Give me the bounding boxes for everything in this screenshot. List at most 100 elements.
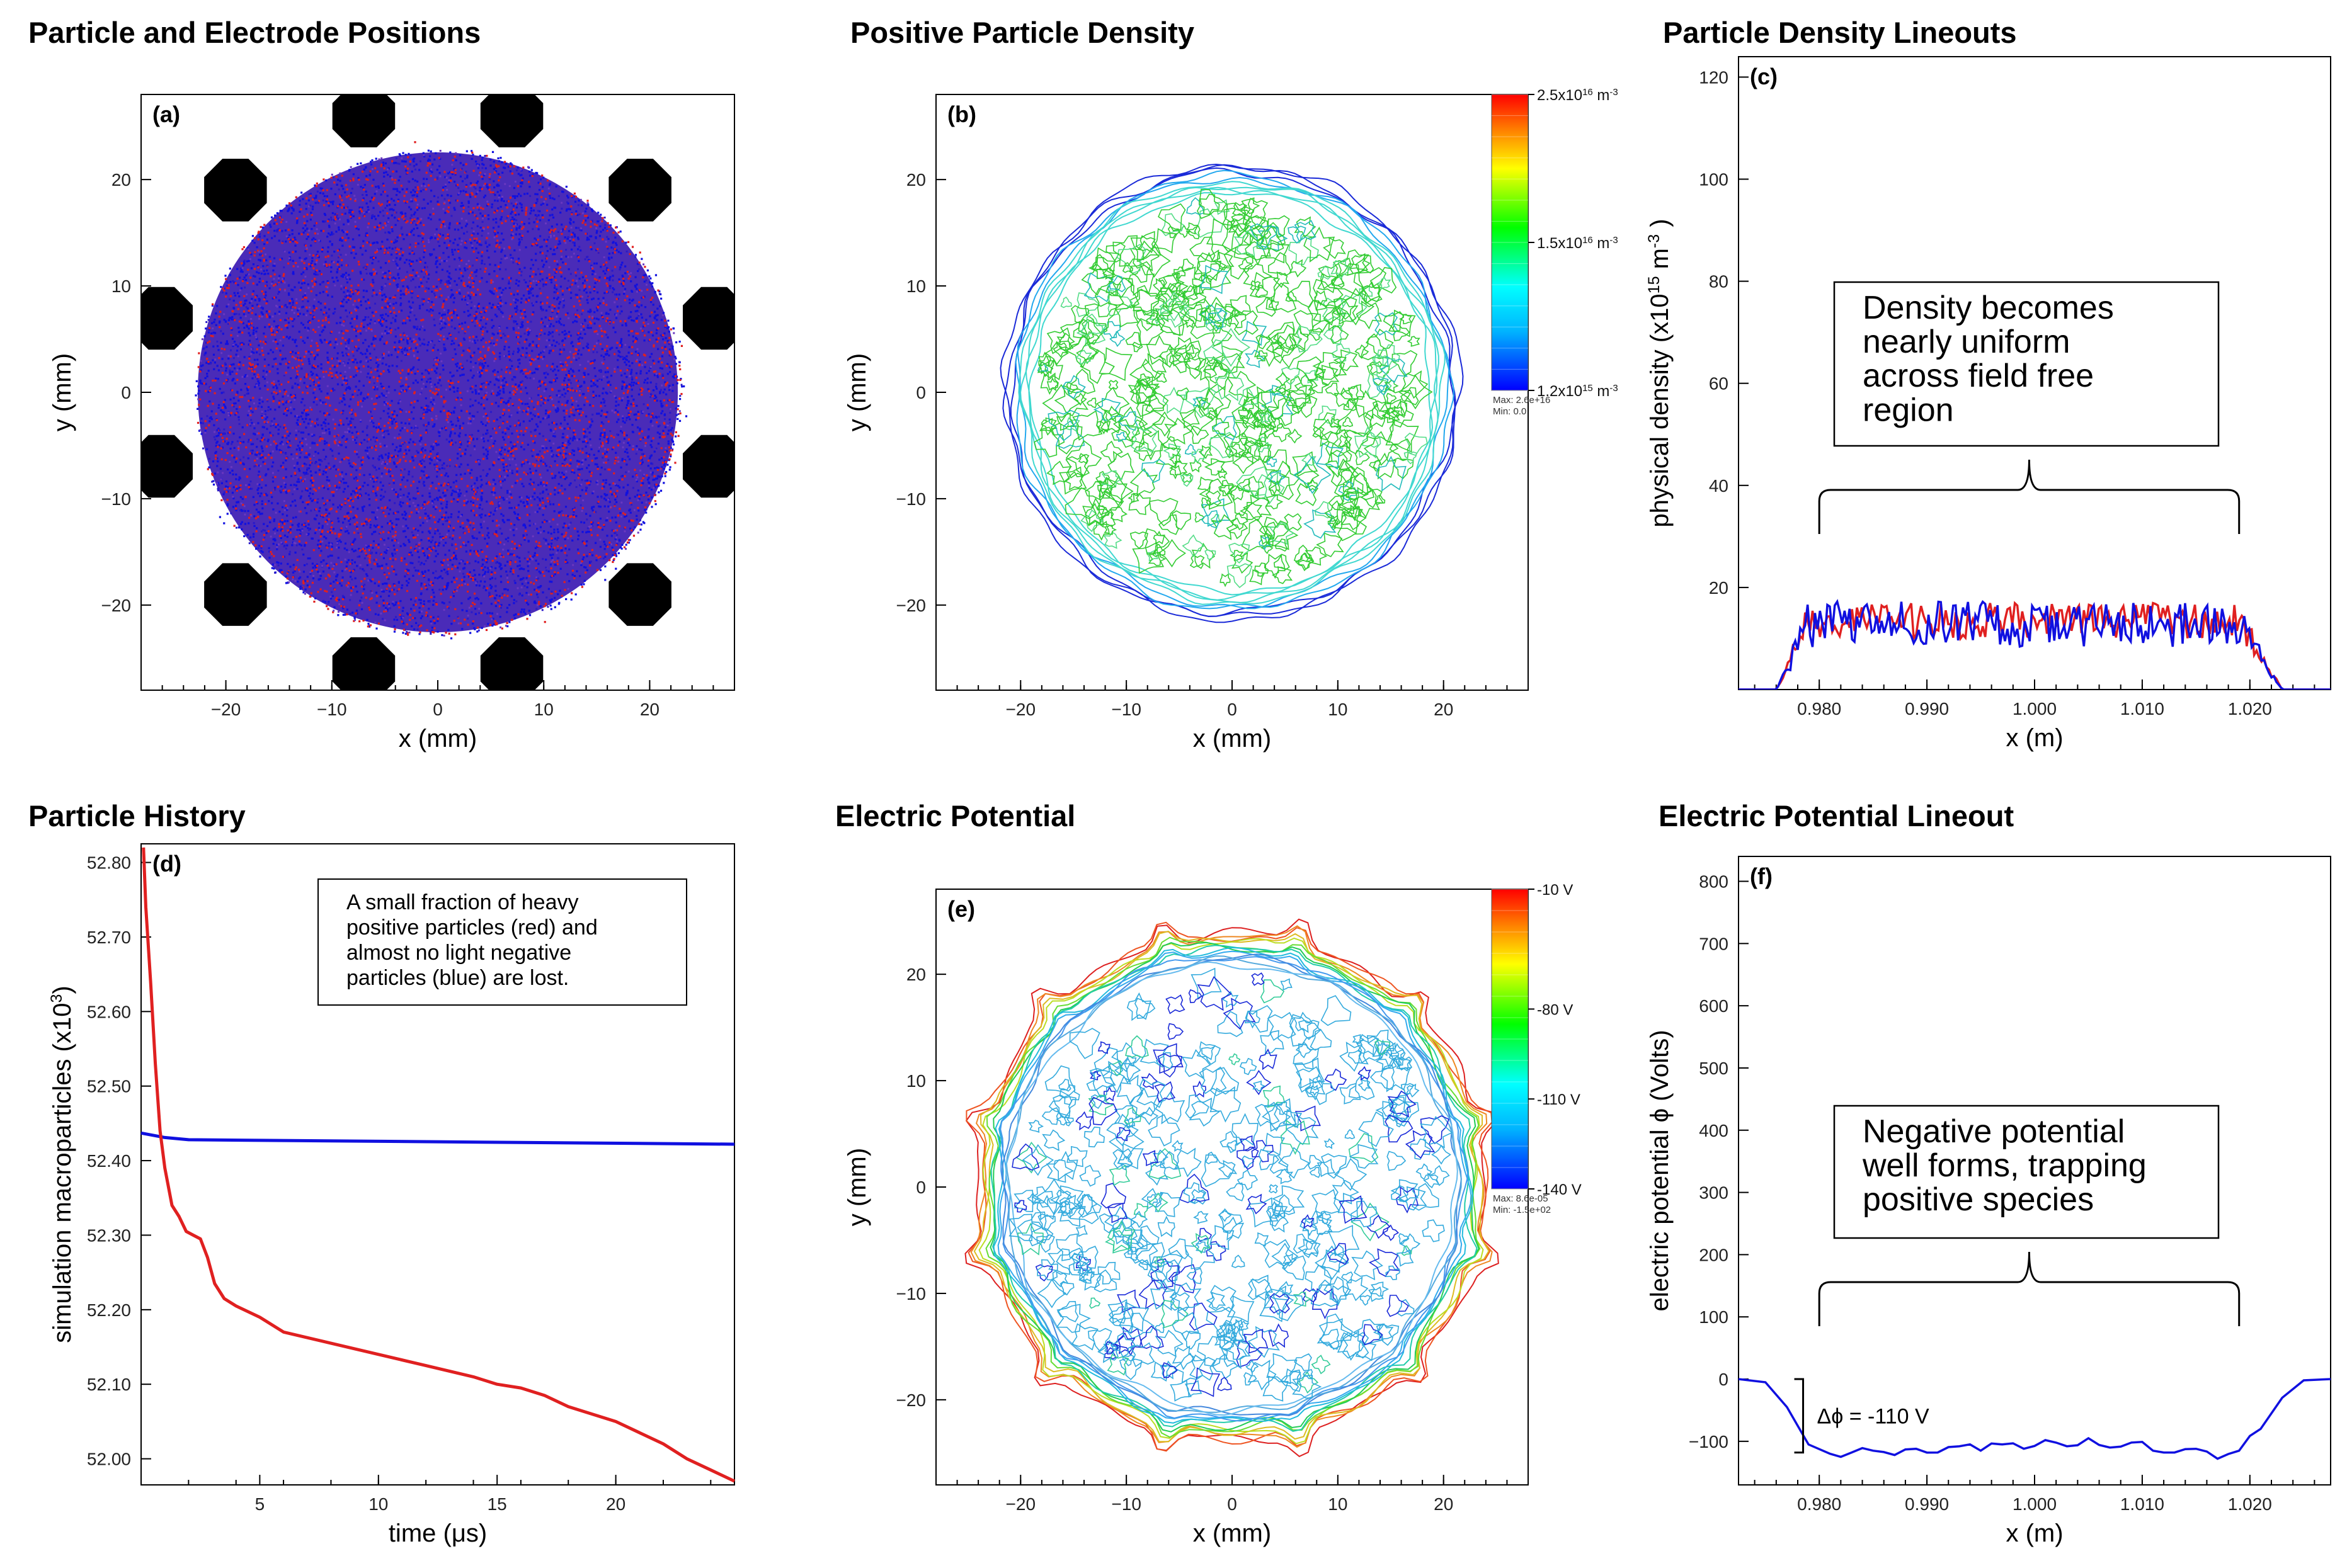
particle-point — [479, 373, 482, 376]
particle-point — [380, 454, 383, 457]
particle-point — [262, 370, 265, 372]
particle-point — [375, 186, 377, 188]
particle-point — [631, 290, 634, 293]
particle-point — [576, 248, 580, 251]
particle-point — [660, 400, 662, 402]
particle-point — [489, 263, 491, 266]
particle-point — [348, 340, 350, 343]
particle-point — [607, 440, 610, 442]
particle-point — [239, 523, 243, 525]
particle-point — [231, 491, 234, 494]
particle-point — [264, 474, 267, 477]
particle-point — [256, 489, 259, 491]
particle-point — [364, 300, 367, 303]
particle-point — [598, 276, 601, 279]
particle-point — [481, 255, 483, 258]
particle-point — [414, 569, 417, 572]
particle-point — [500, 604, 503, 606]
particle-point — [299, 200, 301, 202]
particle-point — [404, 261, 406, 264]
particle-point — [519, 174, 522, 177]
particle-point — [436, 168, 438, 171]
particle-point — [397, 219, 399, 222]
particle-point — [346, 561, 348, 564]
particle-point — [472, 537, 474, 539]
particle-point — [461, 322, 464, 325]
particle-point — [317, 526, 321, 530]
particle-point — [544, 332, 546, 335]
particle-point — [636, 382, 639, 385]
particle-point — [428, 300, 430, 302]
particle-point — [335, 485, 338, 487]
particle-point — [596, 412, 598, 415]
particle-point — [331, 387, 334, 390]
particle-point — [428, 579, 430, 581]
particle-point — [641, 501, 643, 504]
particle-point — [412, 574, 414, 577]
particle-point — [540, 585, 542, 588]
particle-point — [307, 328, 310, 331]
particle-point — [563, 333, 566, 336]
particle-point — [371, 477, 374, 480]
particle-point — [545, 409, 547, 412]
particle-point — [214, 361, 216, 364]
particle-point — [237, 283, 239, 287]
particle-point — [420, 460, 422, 463]
particle-point — [408, 492, 410, 495]
particle-point — [258, 382, 260, 384]
particle-point — [433, 383, 437, 386]
particle-point — [477, 180, 479, 183]
particle-point — [484, 167, 487, 169]
particle-point — [500, 564, 502, 566]
particle-point — [297, 478, 300, 480]
particle-point — [375, 157, 377, 160]
particle-point — [406, 579, 408, 582]
particle-point — [640, 523, 642, 526]
particle-point — [551, 450, 553, 452]
particle-point — [354, 549, 357, 552]
particle-point — [253, 373, 256, 376]
particle-point — [280, 529, 282, 531]
particle-point — [421, 207, 424, 210]
particle-point — [243, 304, 245, 307]
particle-point — [379, 319, 382, 322]
particle-point — [317, 571, 319, 573]
particle-point — [581, 489, 583, 491]
particle-point — [665, 393, 668, 395]
particle-point — [500, 216, 503, 219]
particle-point — [273, 235, 276, 237]
particle-point — [457, 249, 460, 251]
particle-point — [526, 392, 528, 395]
particle-point — [549, 503, 552, 506]
particle-point — [292, 289, 294, 292]
particle-point — [462, 275, 464, 278]
particle-point — [675, 414, 678, 416]
particle-point — [435, 271, 438, 273]
particle-point — [337, 517, 340, 520]
particle-point — [355, 305, 358, 308]
particle-point — [392, 188, 395, 190]
particle-point — [325, 312, 328, 314]
particle-point — [304, 376, 306, 378]
particle-point — [501, 554, 503, 557]
particle-point — [350, 191, 353, 195]
particle-point — [496, 371, 500, 373]
particle-point — [312, 499, 315, 501]
particle-point — [422, 504, 425, 506]
particle-point — [551, 349, 553, 352]
particle-point — [629, 302, 631, 304]
particle-point — [625, 359, 628, 361]
particle-point — [467, 540, 470, 543]
particle-point — [366, 434, 368, 436]
particle-point — [465, 491, 468, 493]
particle-point — [547, 543, 550, 545]
particle-point — [260, 457, 262, 460]
particle-point — [238, 487, 241, 489]
particle-point — [314, 396, 316, 399]
particle-point — [581, 441, 585, 443]
particle-point — [340, 237, 342, 240]
particle-point — [508, 287, 511, 289]
particle-point — [539, 385, 542, 387]
particle-point — [480, 496, 483, 498]
particle-point — [239, 361, 241, 363]
